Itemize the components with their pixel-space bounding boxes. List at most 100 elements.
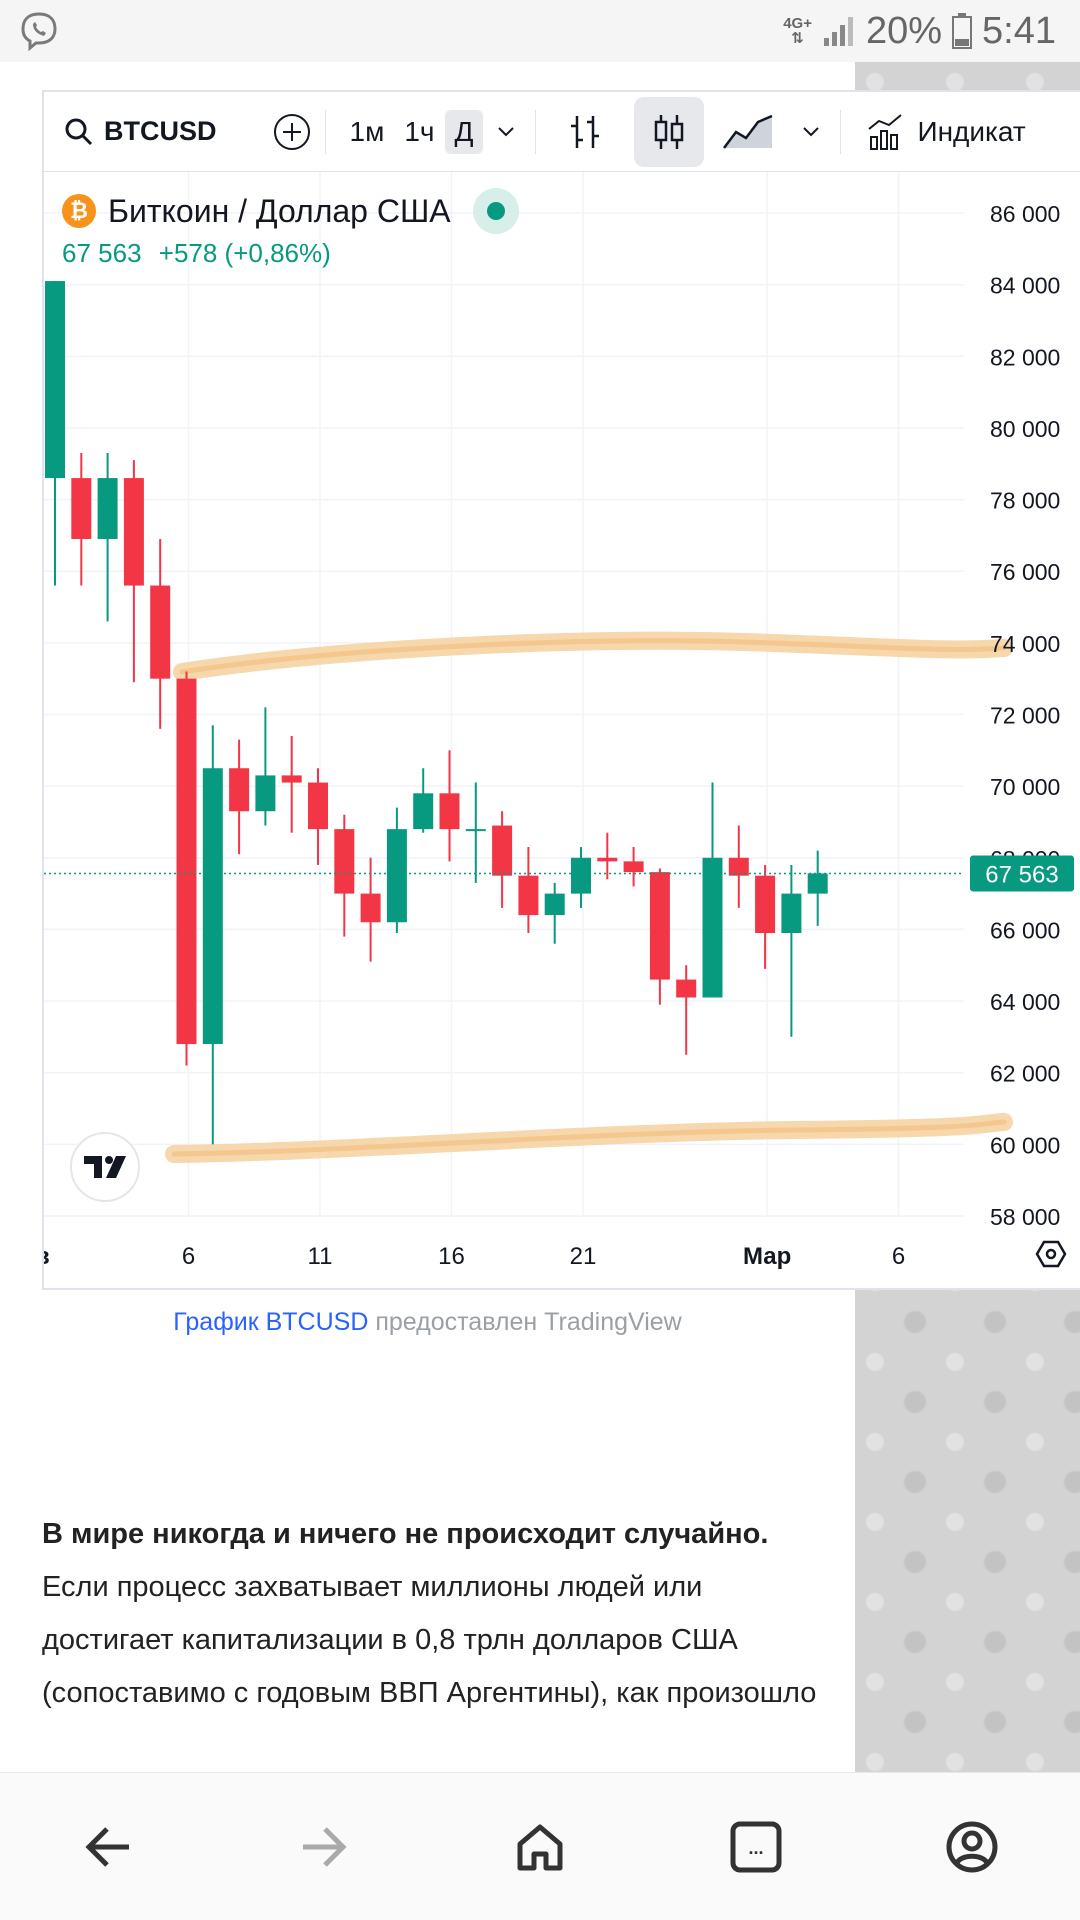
chart-caption: График BTCUSD предоставлен TradingView: [0, 1308, 855, 1337]
chart-type-dropdown-icon[interactable]: [796, 122, 826, 142]
chart-caption-text: предоставлен TradingView: [368, 1308, 682, 1336]
candle-body: [755, 875, 776, 934]
battery-percent: 20%: [865, 9, 943, 52]
y-axis-tick-label: 70 000: [990, 774, 1060, 800]
x-axis-tick-label: 21: [570, 1243, 597, 1270]
y-axis-tick-label: 84 000: [990, 273, 1060, 299]
market-status-icon[interactable]: [472, 188, 519, 234]
candle-body: [334, 829, 355, 894]
candles-chart-button[interactable]: [634, 96, 705, 167]
candle-body: [439, 793, 460, 830]
y-axis-tick-label: 74 000: [990, 631, 1060, 657]
x-axis-tick-label: 6: [182, 1243, 195, 1270]
x-axis-tick-label: Фев: [44, 1243, 50, 1270]
channel-line-stroke: [179, 638, 1007, 675]
back-button[interactable]: [68, 1807, 148, 1887]
channel-line-stroke: [171, 1119, 1007, 1157]
tabs-icon: ...: [730, 1821, 782, 1872]
toolbar-divider: [535, 109, 537, 154]
toolbar-divider: [324, 109, 326, 154]
y-axis-tick-label: 86 000: [990, 201, 1060, 227]
legend-quote: 67 563 +578 (+0,86%): [62, 238, 341, 269]
candle-body: [281, 775, 302, 783]
data-arrows-icon: ⇅: [791, 30, 804, 47]
candle-body: [176, 678, 197, 1045]
tabs-count: ...: [748, 1838, 763, 1858]
candle-body: [150, 585, 171, 679]
add-symbol-icon[interactable]: [273, 113, 311, 151]
home-icon: [517, 1824, 563, 1870]
y-axis-tick-label: 64 000: [990, 989, 1060, 1015]
clock: 5:41: [982, 9, 1056, 52]
x-axis-tick-label: 11: [308, 1243, 333, 1270]
symbol-label: BTCUSD: [104, 116, 217, 146]
settings-gear-center: [1045, 1248, 1057, 1260]
x-axis-tick-label: 6: [892, 1243, 905, 1270]
x-axis-tick-label: Мар: [743, 1243, 791, 1270]
forward-arrow-icon: [303, 1826, 347, 1867]
signal-icon: [823, 17, 853, 46]
candle-body: [807, 873, 828, 894]
bitcoin-icon: ₿: [62, 194, 96, 228]
candle-body: [676, 979, 697, 998]
interval-1m-button[interactable]: 1м: [349, 115, 385, 147]
interval-1h-button[interactable]: 1ч: [404, 115, 435, 147]
article-lead: В мире никогда и ничего не происходит сл…: [42, 1518, 769, 1550]
chart-legend: ₿ Биткоин / Доллар США: [62, 188, 519, 234]
interval-day-button[interactable]: Д: [444, 109, 484, 154]
last-price-label: 67 563: [985, 861, 1058, 888]
candle-body: [123, 478, 144, 586]
toolbar-divider: [840, 109, 842, 154]
candle-body: [781, 893, 802, 934]
candle-body: [597, 857, 618, 862]
candle-body: [518, 875, 539, 916]
tradingview-chart-widget[interactable]: BTCUSD 1м 1ч Д: [42, 90, 1080, 1290]
x-axis-tick-label: 16: [438, 1243, 465, 1270]
legend-change: +578 (+0,86%): [158, 238, 331, 268]
chart-source-link[interactable]: График BTCUSD: [173, 1308, 369, 1336]
indicators-button[interactable]: Индикат: [867, 113, 1026, 151]
account-icon: [946, 1821, 998, 1872]
legend-price: 67 563: [62, 238, 142, 268]
settings-gear-icon[interactable]: [1035, 1240, 1067, 1268]
back-arrow-icon: [85, 1826, 129, 1867]
candle-body: [308, 782, 328, 830]
area-chart-button[interactable]: [718, 97, 778, 167]
chart-toolbar: BTCUSD 1м 1ч Д: [44, 92, 1080, 172]
candlestick-icon: [655, 114, 684, 149]
tabs-button[interactable]: ...: [716, 1807, 796, 1887]
last-price-badge: [970, 855, 1074, 892]
browser-bottom-nav: ...: [0, 1772, 1080, 1920]
candle-body: [465, 829, 486, 832]
candle-body: [702, 857, 723, 998]
candle-body: [202, 768, 223, 1045]
candle-body: [45, 281, 65, 479]
bars-icon: [571, 115, 600, 148]
candle-body: [571, 857, 591, 894]
indicators-label: Индикат: [917, 115, 1026, 147]
battery-icon: [952, 13, 973, 49]
article-text: Если процесс захватывает миллионы людей …: [42, 1571, 817, 1709]
y-axis-tick-label: 82 000: [990, 344, 1060, 370]
price-chart[interactable]: Фев 6 11 16 21 Мар 6 86 000 84 000 82 000 80 000 78…: [44, 92, 1080, 1290]
candle-body: [229, 768, 250, 812]
legend-title: Биткоин / Доллар США: [108, 192, 451, 229]
bars-chart-button[interactable]: [550, 97, 620, 167]
area-chart-icon: [723, 114, 773, 149]
symbol-search[interactable]: BTCUSD: [64, 116, 217, 147]
candle-body: [360, 893, 381, 923]
home-button[interactable]: [500, 1807, 580, 1887]
tradingview-logo-icon[interactable]: [70, 1132, 140, 1202]
article-paragraph: В мире никогда и ничего не происходит сл…: [42, 1508, 832, 1720]
search-icon: [65, 118, 93, 145]
y-axis-tick-label: 58 000: [990, 1204, 1060, 1230]
y-axis-tick-label: 62 000: [990, 1061, 1060, 1087]
forward-button[interactable]: [284, 1807, 364, 1887]
candle-body: [728, 857, 749, 876]
interval-dropdown-icon[interactable]: [491, 122, 521, 142]
network-indicator: 4G+ ⇅: [783, 16, 812, 46]
candle-body: [386, 829, 407, 923]
account-button[interactable]: [932, 1807, 1012, 1887]
candle-body: [413, 793, 434, 830]
